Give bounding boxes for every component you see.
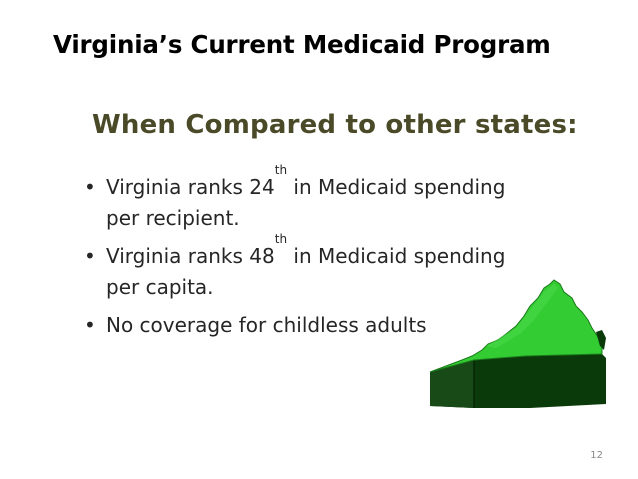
map-eastern-shore	[596, 330, 606, 350]
bullet-marker: •	[84, 313, 96, 337]
bullet-item: • Virginia ranks 24th in Medicaid spendi…	[82, 164, 582, 234]
page-number: 12	[590, 450, 603, 461]
map-side-face-left	[430, 360, 474, 408]
bullet-item: • Virginia ranks 48th in Medicaid spendi…	[82, 233, 582, 303]
slide-subtitle: When Compared to other states:	[92, 110, 578, 140]
bullet-text-continued: in Medicaid spending	[287, 244, 506, 268]
bullet-list: • Virginia ranks 24th in Medicaid spendi…	[82, 164, 582, 348]
ordinal-suffix: th	[274, 163, 288, 177]
bullet-item: • No coverage for childless adults	[82, 310, 582, 341]
virginia-map-icon	[429, 279, 606, 408]
ordinal-suffix: th	[274, 232, 288, 246]
bullet-text-continued: in Medicaid spending	[287, 175, 506, 199]
bullet-text: No coverage for childless adults	[106, 313, 427, 337]
map-highlight	[486, 284, 558, 348]
bullet-text: Virginia ranks 48	[106, 244, 275, 268]
bullet-text-line2: per capita.	[106, 275, 214, 299]
bullet-text: Virginia ranks 24	[106, 175, 275, 199]
bullet-marker: •	[84, 175, 96, 199]
slide-title: Virginia’s Current Medicaid Program	[53, 30, 551, 59]
bullet-text-line2: per recipient.	[106, 206, 240, 230]
bullet-marker: •	[84, 244, 96, 268]
